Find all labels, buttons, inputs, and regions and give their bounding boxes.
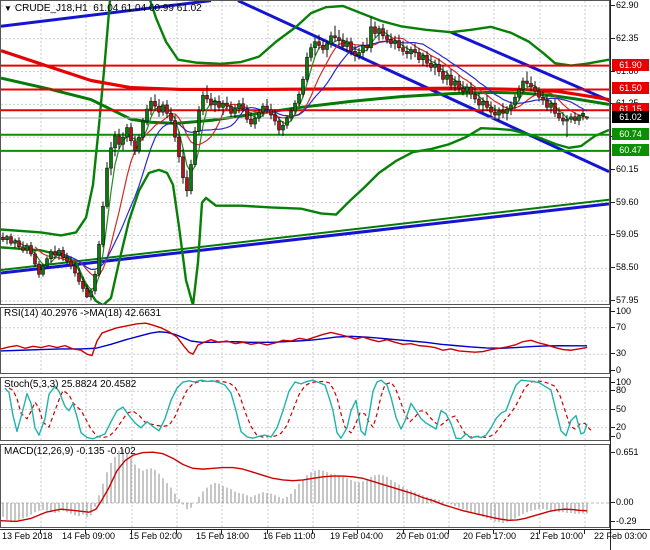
- price-tick-label: 20: [616, 421, 627, 432]
- resistance-price-badge: 61.50: [612, 82, 649, 95]
- price-tick-label: 60.15: [616, 163, 639, 174]
- time-tick-mark: [584, 530, 585, 534]
- macd-panel[interactable]: [0, 444, 610, 528]
- price-tick-label: -0.29: [616, 516, 637, 526]
- macd-label: MACD(12,26,9) -0.135 -0.102: [4, 446, 136, 457]
- time-tick-mark: [85, 530, 86, 534]
- time-tick-mark: [40, 530, 41, 534]
- price-tick-mark: [611, 408, 615, 410]
- price-tick-mark: [611, 201, 615, 203]
- price-tick-mark: [611, 353, 615, 355]
- price-tick-label: 100: [616, 306, 632, 316]
- price-tick-label: 57.95: [616, 295, 639, 306]
- support-price-badge: 60.74: [612, 127, 649, 140]
- price-tick-label: 0: [616, 365, 622, 375]
- rsi-canvas[interactable]: [1, 308, 609, 373]
- price-tick-label: 59.60: [616, 196, 639, 207]
- current-price-badge: 61.02: [612, 111, 649, 124]
- price-tick-mark: [611, 300, 615, 302]
- price-tick-label: 0.651: [616, 446, 639, 457]
- time-tick-label: 22 Feb 03:00: [594, 531, 648, 541]
- main-price-panel[interactable]: [0, 0, 610, 305]
- time-tick-label: 21 Feb 10:00: [530, 531, 584, 541]
- symbol-dropdown-icon[interactable]: ▼: [4, 4, 12, 13]
- price-tick-label: 59.05: [616, 229, 639, 240]
- price-tick-mark: [611, 426, 615, 428]
- stoch-label: Stoch(5,3,3) 25.8824 20.4582: [4, 379, 137, 390]
- price-tick-mark: [611, 267, 615, 269]
- time-tick-mark: [131, 530, 132, 534]
- time-tick-label: 13 Feb 2018: [2, 531, 53, 541]
- price-tick-mark: [611, 311, 615, 312]
- price-tick-mark: [611, 382, 615, 383]
- time-axis[interactable]: [0, 529, 650, 550]
- price-tick-mark: [611, 326, 615, 328]
- price-tick-label: 62.90: [616, 0, 639, 10]
- price-axis[interactable]: 62.9062.3561.8061.2560.7060.1559.6059.05…: [610, 0, 650, 550]
- price-tick-mark: [611, 370, 615, 371]
- time-tick-label: 15 Feb 02:00: [129, 531, 183, 541]
- time-tick-mark: [493, 530, 494, 534]
- price-tick-label: 30: [616, 348, 627, 359]
- support-price-badge: 60.47: [612, 143, 649, 156]
- time-tick-mark: [312, 530, 313, 534]
- price-tick-label: 0.00: [616, 497, 634, 507]
- ohlc-readout: 61.04 61.04 60.99 61.02: [93, 3, 202, 14]
- time-tick-mark: [221, 530, 222, 534]
- price-tick-mark: [611, 502, 615, 503]
- time-tick-mark: [448, 530, 449, 534]
- price-tick-mark: [611, 5, 615, 6]
- price-chart-canvas[interactable]: [1, 1, 609, 304]
- price-tick-label: 0: [616, 431, 622, 441]
- price-tick-mark: [611, 37, 615, 39]
- price-tick-mark: [611, 436, 615, 437]
- time-tick-mark: [539, 530, 540, 534]
- macd-canvas[interactable]: [1, 445, 609, 527]
- stochastic-canvas[interactable]: [1, 378, 609, 440]
- price-tick-label: 62.35: [616, 32, 639, 43]
- price-tick-label: 70: [616, 321, 627, 332]
- rsi-panel[interactable]: [0, 307, 610, 374]
- stochastic-panel[interactable]: [0, 377, 610, 441]
- price-tick-mark: [611, 451, 615, 453]
- price-tick-label: 80: [616, 385, 627, 396]
- time-tick-label: 16 Feb 11:00: [263, 531, 316, 541]
- price-tick-label: 58.50: [616, 262, 639, 273]
- time-tick-label: 14 Feb 09:00: [62, 531, 116, 541]
- price-tick-label: 50: [616, 403, 627, 414]
- time-tick-label: 19 Feb 04:00: [330, 531, 384, 541]
- time-tick-label: 20 Feb 17:00: [463, 531, 517, 541]
- price-tick-mark: [611, 390, 615, 392]
- symbol-period-label: CRUDE_J18,H1: [14, 3, 88, 14]
- price-tick-mark: [611, 168, 615, 170]
- chart-title: ▼ CRUDE_J18,H1 61.04 61.04 60.99 61.02: [4, 3, 202, 14]
- time-tick-label: 20 Feb 01:00: [396, 531, 450, 541]
- time-tick-mark: [267, 530, 268, 534]
- price-tick-mark: [611, 521, 615, 522]
- time-tick-mark: [403, 530, 404, 534]
- price-tick-label: 100: [616, 377, 632, 387]
- rsi-label: RSI(14) 40.2976 ->MA(18) 42.6631: [4, 308, 162, 319]
- time-tick-mark: [357, 530, 358, 534]
- price-tick-mark: [611, 70, 615, 72]
- resistance-price-badge: 61.90: [612, 58, 649, 71]
- price-tick-mark: [611, 234, 615, 236]
- time-tick-mark: [176, 530, 177, 534]
- time-tick-label: 15 Feb 18:00: [196, 531, 250, 541]
